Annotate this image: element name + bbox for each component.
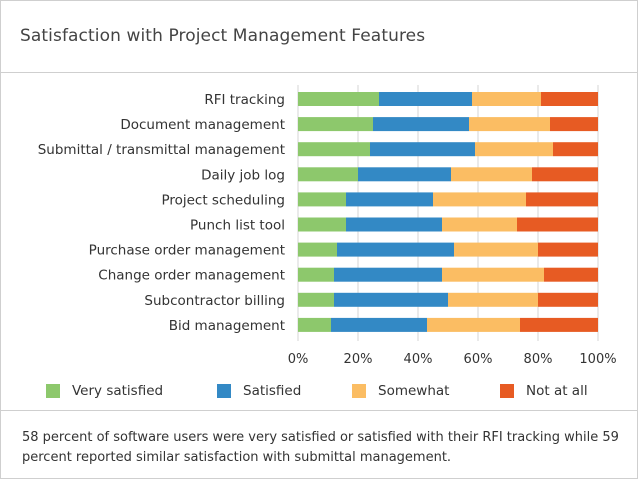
chart-caption: 58 percent of software users were very s…: [22, 430, 619, 465]
bar-segment: [298, 317, 331, 332]
footer-divider: [0, 410, 638, 411]
bar-segment: [298, 92, 379, 106]
category-label: Change order management: [98, 268, 285, 284]
bar-segment: [370, 142, 475, 157]
bar-segment: [298, 142, 370, 157]
bar-segment: [442, 267, 544, 282]
category-label: Daily job log: [201, 167, 285, 183]
category-label: Bid management: [169, 318, 285, 334]
bar-segment: [538, 242, 598, 257]
legend-swatch: [500, 384, 514, 398]
bar-segment: [550, 117, 598, 132]
bar-segment: [433, 192, 526, 207]
x-tick-label: 80%: [524, 352, 553, 367]
bar-segment: [346, 217, 442, 232]
legend-label: Somewhat: [378, 383, 450, 399]
category-label: Submittal / transmittal management: [38, 142, 285, 158]
legend-swatch: [46, 384, 60, 398]
bar-segment: [442, 217, 517, 232]
bar-segment: [520, 317, 598, 332]
legend-item: Satisfied: [217, 381, 301, 401]
header-divider: [0, 72, 638, 73]
legend-swatch: [352, 384, 366, 398]
legend-item: Very satisfied: [46, 381, 163, 401]
category-label: Project scheduling: [161, 192, 285, 208]
bar-segment: [544, 267, 598, 282]
x-tick-label: 100%: [579, 352, 616, 367]
bar-segment: [472, 92, 541, 106]
legend: Very satisfied Satisfied Somewhat Not at al…: [0, 381, 638, 401]
x-tick-label: 40%: [404, 352, 433, 367]
bar-segment: [298, 292, 334, 307]
x-tick-labels: 0% 20% 40% 60% 80% 100%: [288, 352, 617, 367]
bar-segment: [298, 217, 346, 232]
legend-swatch: [217, 384, 231, 398]
chart-title: Satisfaction with Project Management Fea…: [20, 26, 426, 46]
category-label: Purchase order management: [89, 243, 285, 259]
bar-segment: [427, 317, 520, 332]
bar-segment: [358, 167, 451, 182]
bar-segment: [553, 142, 598, 157]
bar-segment: [337, 242, 454, 257]
bar-segment: [298, 242, 337, 257]
bar-segment: [373, 117, 469, 132]
legend-item: Somewhat: [352, 381, 449, 401]
x-tick-label: 0%: [288, 352, 309, 367]
category-label: Document management: [120, 117, 285, 133]
category-label: RFI tracking: [204, 92, 285, 108]
legend-label: Very satisfied: [72, 383, 164, 399]
bar-segment: [298, 167, 358, 182]
bar-segment: [475, 142, 553, 157]
bar-chart: RFI tracking Document management Submittal…: [38, 85, 617, 367]
bar-segment: [517, 217, 598, 232]
x-tick-label: 60%: [464, 352, 493, 367]
x-tick-label: 20%: [344, 352, 373, 367]
legend-label: Not at all: [526, 383, 588, 399]
bar-segment: [541, 92, 598, 106]
bar-segment: [298, 117, 373, 132]
category-label: Subcontractor billing: [144, 293, 285, 309]
bar-segment: [532, 167, 598, 182]
bar-segment: [346, 192, 433, 207]
bar-segment: [469, 117, 550, 132]
bar-segment: [331, 317, 427, 332]
bar-segment: [334, 267, 442, 282]
bar-segment: [379, 92, 472, 106]
legend-label: Satisfied: [243, 383, 302, 399]
bar-segment: [451, 167, 532, 182]
bar-segment: [298, 267, 334, 282]
bars: [298, 92, 598, 332]
category-label: Punch list tool: [190, 218, 285, 234]
category-labels: RFI tracking Document management Submittal…: [38, 92, 285, 334]
bar-segment: [448, 292, 538, 307]
bar-segment: [454, 242, 538, 257]
legend-item: Not at all: [500, 381, 588, 401]
bar-segment: [334, 292, 448, 307]
bar-segment: [538, 292, 598, 307]
bar-segment: [298, 192, 346, 207]
bar-segment: [526, 192, 598, 207]
